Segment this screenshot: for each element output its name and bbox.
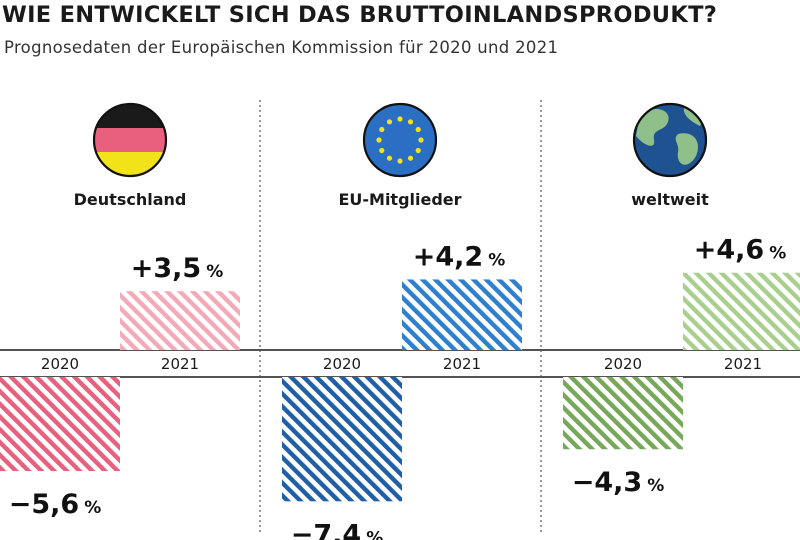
chart-subtitle: Prognosedaten der Europäischen Kommissio… bbox=[4, 38, 559, 57]
bar-weltweit-2020 bbox=[563, 377, 683, 450]
region-label-weltweit: weltweit bbox=[631, 190, 709, 209]
eu-flag-icon bbox=[364, 104, 436, 176]
bar-deutschland-2020 bbox=[0, 377, 120, 472]
value-label-eu-mitglieder-2021: +4,2% bbox=[413, 241, 506, 272]
region-label-deutschland: Deutschland bbox=[74, 190, 187, 209]
year-label-deutschland-2020: 2020 bbox=[41, 355, 79, 373]
year-label-deutschland-2021: 2021 bbox=[161, 355, 199, 373]
region-label-eu-mitglieder: EU-Mitglieder bbox=[338, 190, 461, 209]
globe-icon bbox=[634, 104, 706, 176]
germany-flag-icon-outline bbox=[92, 102, 168, 178]
year-label-weltweit-2020: 2020 bbox=[604, 355, 642, 373]
value-label-eu-mitglieder-2020: −7,4% bbox=[291, 519, 384, 540]
value-label-deutschland-2020: −5,6% bbox=[9, 489, 102, 520]
bar-weltweit-2021 bbox=[683, 272, 800, 350]
year-label-eu-mitglieder-2020: 2020 bbox=[323, 355, 361, 373]
year-label-eu-mitglieder-2021: 2021 bbox=[443, 355, 481, 373]
bar-eu-mitglieder-2020 bbox=[282, 377, 402, 502]
bar-deutschland-2021 bbox=[120, 291, 240, 350]
globe-icon-outline bbox=[632, 102, 708, 178]
year-label-weltweit-2021: 2021 bbox=[724, 355, 762, 373]
value-label-deutschland-2021: +3,5% bbox=[131, 253, 224, 284]
bar-eu-mitglieder-2021 bbox=[402, 279, 522, 350]
value-label-weltweit-2021: +4,6% bbox=[694, 235, 787, 266]
eu-flag-icon-outline bbox=[362, 102, 438, 178]
value-label-weltweit-2020: −4,3% bbox=[572, 467, 665, 498]
chart-title: WIE ENTWICKELT SICH DAS BRUTTOINLANDSPRO… bbox=[2, 2, 718, 28]
